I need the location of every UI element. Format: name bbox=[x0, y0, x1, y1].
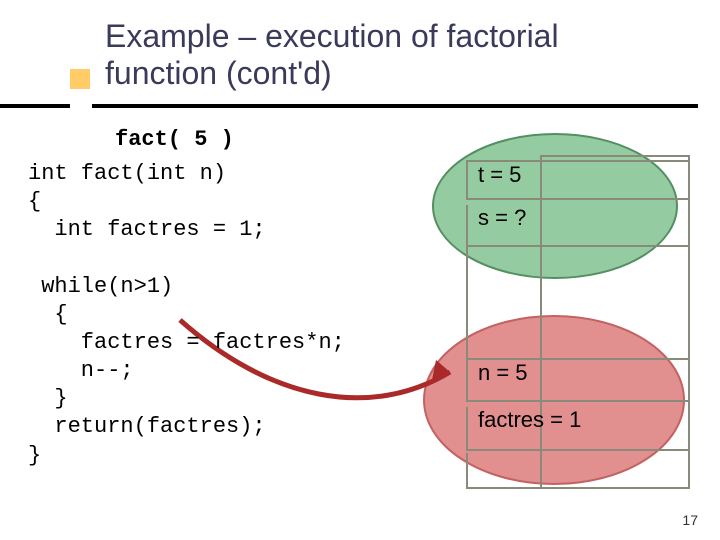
stack-cell-n-label: n = 5 bbox=[478, 360, 528, 385]
stack-cell-factres-label: factres = 1 bbox=[478, 407, 581, 432]
stack-cell-empty bbox=[466, 453, 690, 489]
rule-left bbox=[0, 104, 70, 108]
page-number: 17 bbox=[682, 512, 698, 528]
call-label: fact( 5 ) bbox=[115, 127, 234, 152]
code-block: int fact(int n) { int factres = 1; while… bbox=[28, 160, 345, 470]
stack-gap bbox=[466, 247, 690, 358]
title-line-1: Example – execution of factorial bbox=[105, 18, 690, 55]
stack-cell-s-label: s = ? bbox=[478, 205, 526, 230]
stack-cell-t-label: t = 5 bbox=[478, 162, 521, 187]
title-line-2: function (cont'd) bbox=[105, 55, 690, 92]
stack-cell-n: n = 5 bbox=[466, 358, 690, 402]
rule-right bbox=[92, 104, 698, 108]
stack-cell-factres: factres = 1 bbox=[466, 407, 690, 451]
accent-square bbox=[70, 69, 90, 89]
stack-cell-s: s = ? bbox=[466, 205, 690, 247]
slide-title: Example – execution of factorial functio… bbox=[105, 18, 690, 92]
stack-cell-t: t = 5 bbox=[466, 160, 690, 200]
